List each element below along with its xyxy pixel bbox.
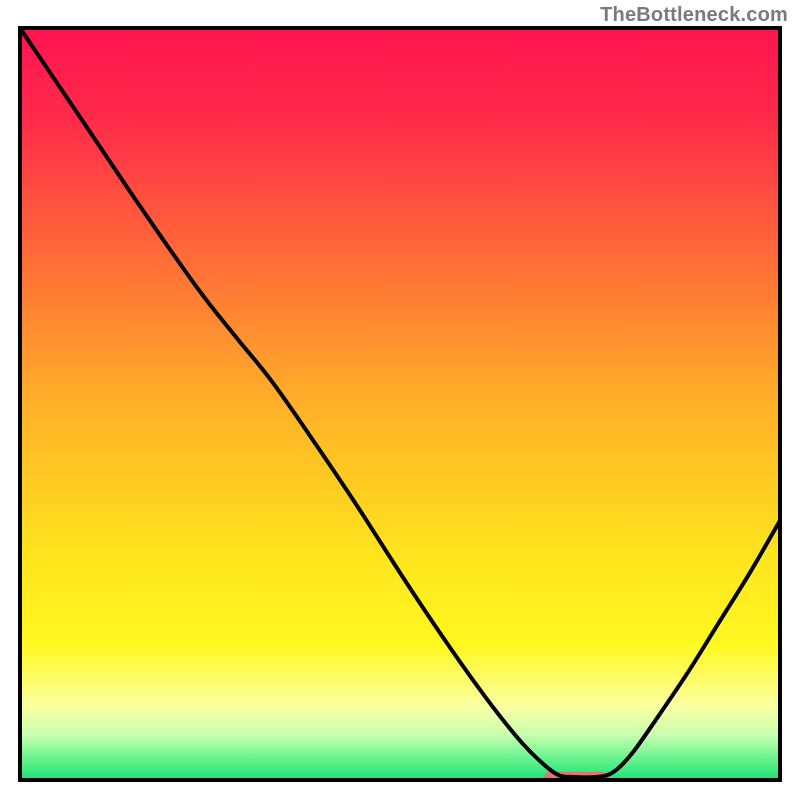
bottleneck-curve-chart: [0, 0, 800, 800]
watermark-text: TheBottleneck.com: [600, 4, 788, 27]
gradient-background: [20, 28, 780, 780]
chart-container: { "watermark": "TheBottleneck.com", "cha…: [0, 0, 800, 800]
